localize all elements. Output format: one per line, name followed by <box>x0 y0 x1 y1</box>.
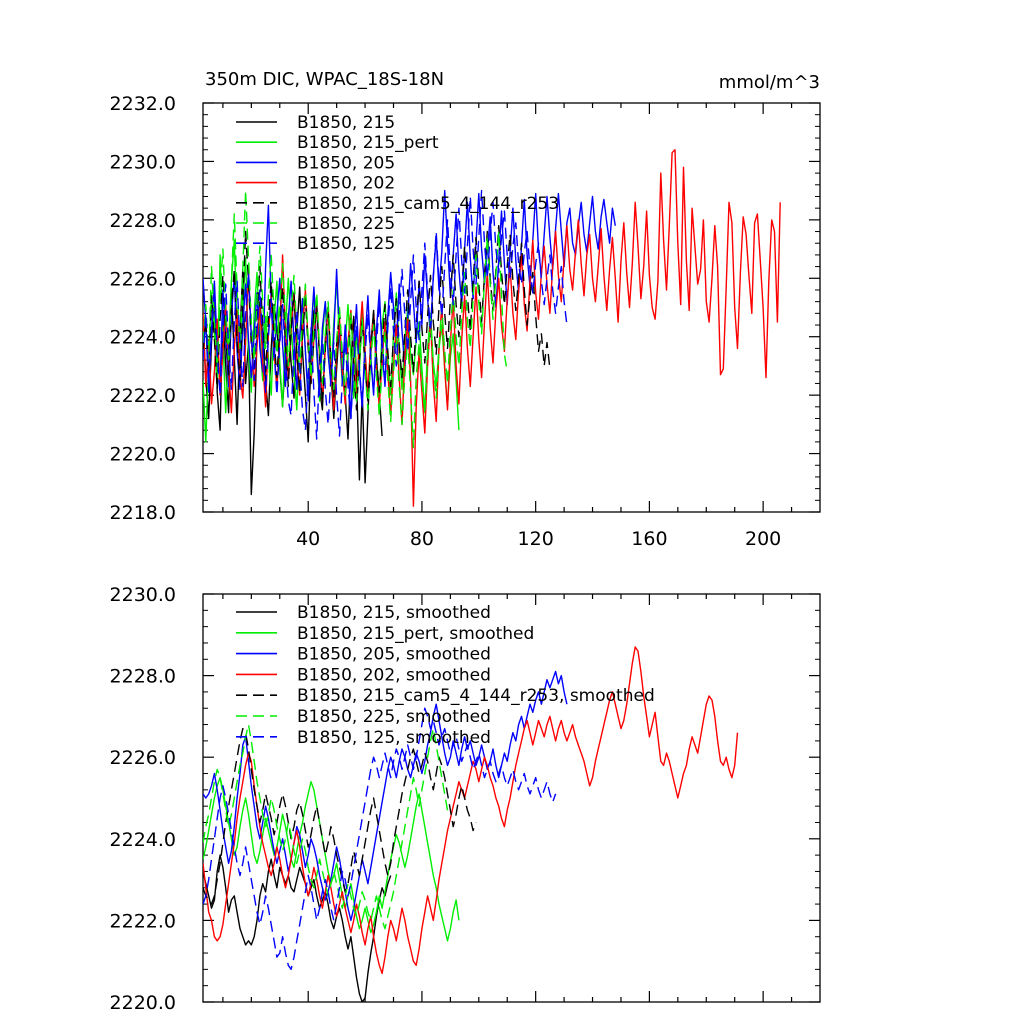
top-legend-label: B1850, 215_cam5_4_144_r253 <box>297 194 559 214</box>
top-legend-label: B1850, 215_pert <box>297 133 439 153</box>
bottom-series-line-0 <box>203 854 392 1002</box>
bottom-series-line-5 <box>203 723 449 930</box>
bottom-series-line-1 <box>203 776 460 942</box>
bottom-legend-label: B1850, 125, smoothed <box>297 728 491 748</box>
top-legend-label: B1850, 202 <box>297 174 395 194</box>
bottom-ytick-label: 2224.0 <box>110 829 176 851</box>
top-xtick-label: 120 <box>518 528 554 550</box>
top-series-line-5 <box>203 189 508 449</box>
top-xtick-label: 40 <box>296 528 320 550</box>
top-ytick-label: 2232.0 <box>110 93 176 115</box>
top-legend-label: B1850, 125 <box>297 234 395 254</box>
bottom-legend-label: B1850, 215_cam5_4_144_r253, smoothed <box>297 686 655 706</box>
top-ytick-label: 2230.0 <box>110 151 176 173</box>
top-ytick-label: 2220.0 <box>110 444 176 466</box>
top-legend-label: B1850, 215 <box>297 113 395 133</box>
bottom-legend-label: B1850, 215_pert, smoothed <box>297 624 534 644</box>
chart-units: mmol/m^3 <box>719 72 820 93</box>
top-legend-label: B1850, 225 <box>297 214 395 234</box>
top-ytick-label: 2228.0 <box>110 210 176 232</box>
bottom-legend-label: B1850, 205, smoothed <box>297 645 491 665</box>
bottom-legend-label: B1850, 215, smoothed <box>297 603 491 623</box>
top-panel: 2218.0 2220.0 2222.0 2224.0 2226.0 2228.0 2230… <box>110 93 821 550</box>
top-series-line-6 <box>203 189 568 440</box>
top-xtick-label: 80 <box>410 528 434 550</box>
bottom-panel: 2220.0 2222.0 2224.0 2226.0 2228.0 2230.0 B185… <box>110 584 821 1014</box>
bottom-series-line-4 <box>203 727 477 905</box>
bottom-series-line-6 <box>203 707 557 971</box>
bottom-ytick-label: 2228.0 <box>110 666 176 688</box>
top-ytick-label: 2224.0 <box>110 327 176 349</box>
bottom-ytick-label: 2222.0 <box>110 910 176 932</box>
top-xtick-label: 200 <box>745 528 781 550</box>
top-legend-label: B1850, 205 <box>297 153 395 173</box>
top-ytick-label: 2226.0 <box>110 268 176 290</box>
bottom-plot-frame <box>202 593 821 1003</box>
top-ytick-label: 2222.0 <box>110 385 176 407</box>
chart-title: 350m DIC, WPAC_18S-18N <box>205 69 444 90</box>
bottom-ytick-label: 2230.0 <box>110 584 176 606</box>
bottom-series-line-3 <box>203 646 739 975</box>
top-ytick-label: 2218.0 <box>110 502 176 524</box>
bottom-legend-label: B1850, 225, smoothed <box>297 707 491 727</box>
bottom-ytick-label: 2220.0 <box>110 992 176 1014</box>
top-plot-frame <box>202 102 821 513</box>
bottom-ytick-label: 2226.0 <box>110 747 176 769</box>
bottom-legend-label: B1850, 202, smoothed <box>297 665 491 685</box>
top-xtick-label: 160 <box>631 528 667 550</box>
